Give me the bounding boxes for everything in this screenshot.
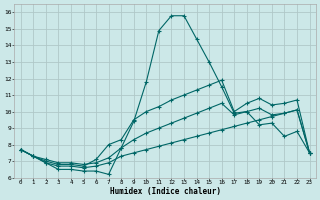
X-axis label: Humidex (Indice chaleur): Humidex (Indice chaleur) [110,187,220,196]
